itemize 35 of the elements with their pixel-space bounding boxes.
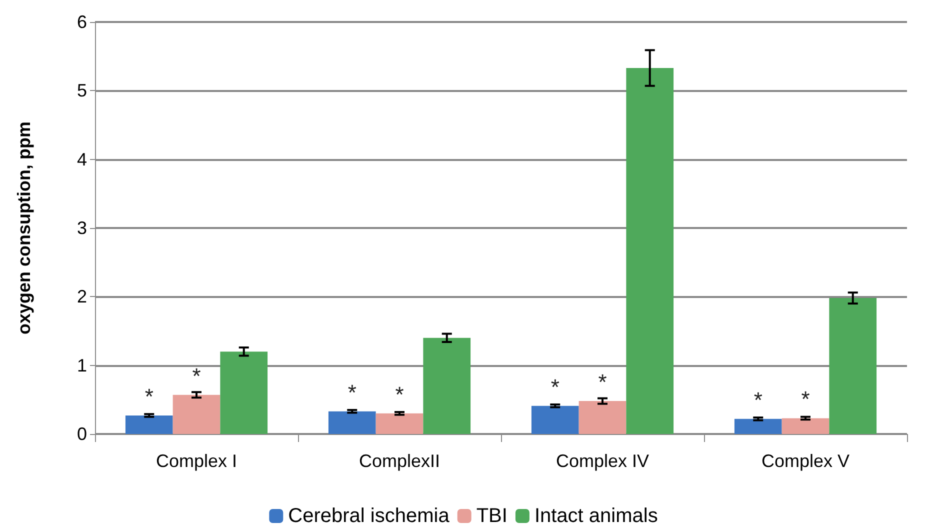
bar <box>734 418 782 434</box>
bar <box>423 338 471 434</box>
bar <box>578 401 626 434</box>
bar <box>829 298 877 434</box>
bar <box>531 406 579 434</box>
data-label: * <box>754 387 763 412</box>
y-tick-label: 1 <box>76 355 87 376</box>
data-label: * <box>598 370 608 395</box>
data-label: * <box>550 374 560 400</box>
legend-label: Intact animals <box>534 505 658 527</box>
y-tick-label: 5 <box>76 80 87 101</box>
bar <box>626 68 674 434</box>
bar <box>376 413 424 434</box>
bar <box>172 394 220 434</box>
legend-label: Cerebral ischemia <box>288 505 450 527</box>
x-tick-label: Complex IV <box>556 451 650 471</box>
y-tick-label: 0 <box>76 424 87 444</box>
y-axis-title: oxygen consuption, ppm <box>14 121 34 335</box>
data-label: * <box>192 363 202 388</box>
x-tick-label: ComplexII <box>358 451 440 471</box>
data-label: * <box>144 384 154 409</box>
y-tick-label: 6 <box>76 12 87 32</box>
y-tick-label: 3 <box>76 218 87 238</box>
bar <box>782 418 830 434</box>
data-label: * <box>801 386 810 412</box>
y-tick-label: 4 <box>76 149 87 170</box>
bar <box>328 411 376 434</box>
x-tick-label: Complex I <box>156 451 238 471</box>
data-label: * <box>348 380 357 405</box>
legend-label: TBI <box>476 505 508 527</box>
bar <box>220 352 268 434</box>
x-tick-label: Complex V <box>761 451 850 471</box>
y-tick-label: 2 <box>76 286 87 307</box>
bar <box>125 415 173 434</box>
data-label: * <box>395 382 404 407</box>
